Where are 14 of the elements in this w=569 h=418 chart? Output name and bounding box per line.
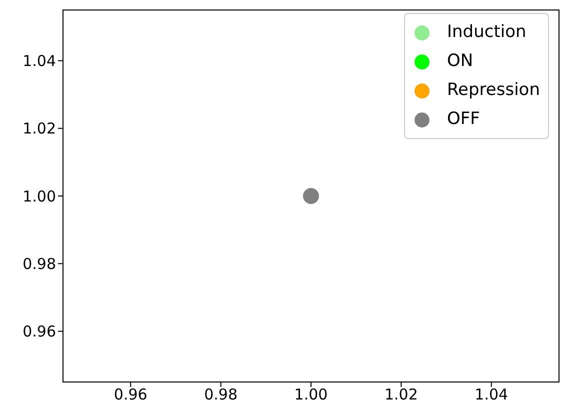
y-tick-label: 0.96 — [22, 322, 56, 341]
y-tick-label: 0.98 — [22, 254, 56, 273]
x-tick-label: 1.00 — [294, 386, 328, 404]
legend-label: Repression — [447, 79, 540, 102]
legend-label: Induction — [447, 21, 526, 44]
x-tick-label: 0.98 — [204, 386, 238, 404]
x-tick-label: 0.96 — [114, 386, 148, 404]
x-tick-label: 1.02 — [384, 386, 418, 404]
legend-label: ON — [447, 50, 474, 73]
y-tick-label: 1.00 — [22, 187, 56, 206]
y-tick-label: 1.04 — [22, 52, 56, 70]
y-tick-label: 1.02 — [22, 120, 56, 138]
x-tick-label: 1.04 — [474, 386, 508, 404]
legend-label: OFF — [447, 108, 480, 131]
